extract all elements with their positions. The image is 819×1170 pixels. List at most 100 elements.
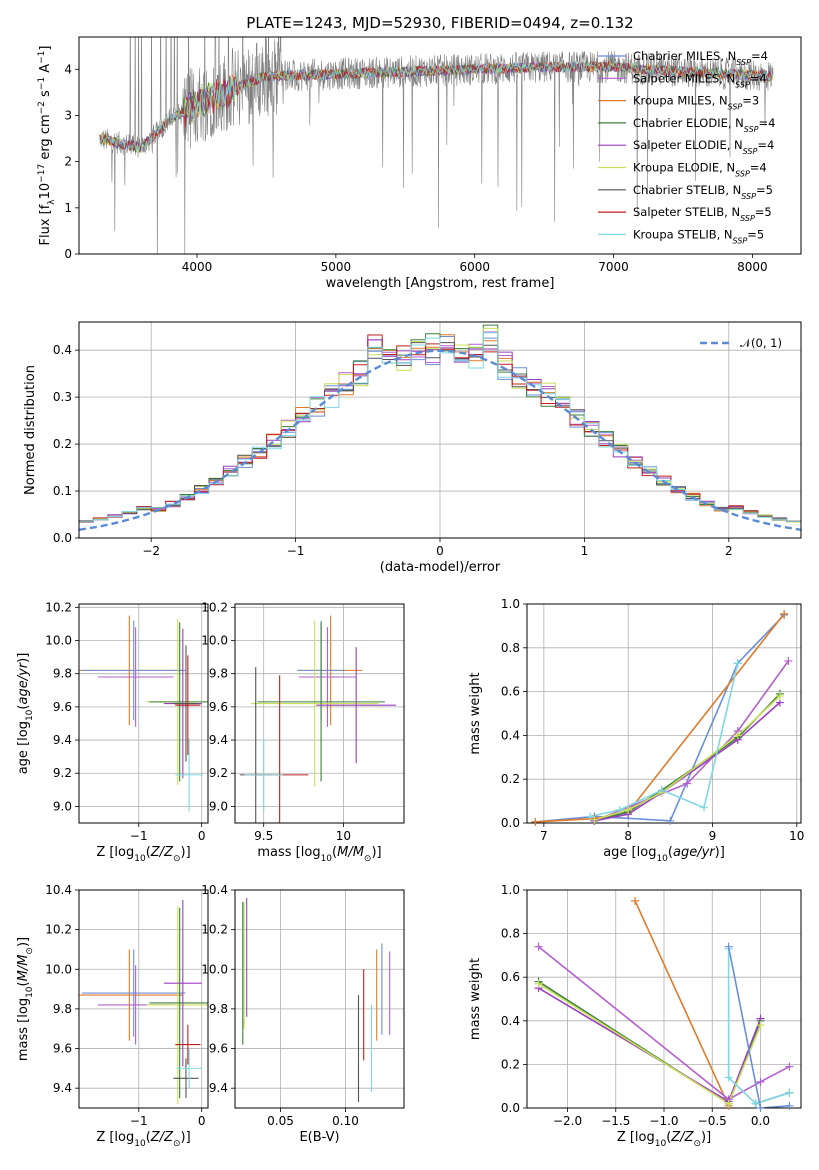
y-tick-label: 0.2: [53, 437, 72, 451]
weight-marker: [751, 1099, 760, 1108]
x-axis-label: wavelength [Angstrom, rest frame]: [326, 276, 555, 291]
x-tick-label: 9.5: [254, 829, 273, 843]
gridlines: [235, 604, 404, 823]
x-axis-label: (data-model)/error: [380, 560, 501, 575]
legend-entry: Salpeter ELODIE, NSSP=4: [633, 138, 774, 156]
y-tick-label: 10.2: [45, 923, 72, 937]
x-tick-label: 0.05: [267, 1114, 294, 1128]
x-axis-label: Z [log10(Z/Z⊙)]: [617, 1130, 711, 1149]
x-tick-label: 5000: [321, 260, 352, 274]
model-line-8: [99, 61, 774, 153]
axes-frame: [526, 603, 802, 824]
y-tick-label: 0.0: [53, 531, 72, 545]
plot-area: [99, 37, 774, 254]
x-tick-label: 10: [336, 829, 351, 843]
gridlines: [235, 889, 404, 1108]
y-tick-label: 3: [64, 108, 72, 122]
axes-frame: [78, 321, 802, 539]
panel-weight-vs-age: 7 8 9 10 0.0 0.2 0.4 0.6 0.8 1.0 age [log10(age/yr…: [468, 597, 804, 864]
weight-marker: [590, 815, 599, 824]
y-tick-label: 0.3: [53, 390, 72, 404]
figure-title: PLATE=1243, MJD=52930, FIBERID=0494, z=0…: [246, 14, 633, 32]
x-tick-label: 0.10: [332, 1114, 359, 1128]
y-tick-label: 2: [64, 155, 72, 169]
weight-marker: [700, 803, 709, 812]
panel-spectrum: 4000 5000 6000 7000 8000 0 1 2 3 4 wavelength [Ang…: [37, 36, 802, 291]
x-tick-label: 6000: [459, 260, 490, 274]
weight-marker: [624, 805, 633, 814]
legend-entry: 𝒩(0, 1): [740, 336, 782, 350]
legend-entry: Chabrier STELIB, NSSP=5: [633, 183, 773, 201]
legend-entry: Kroupa MILES, NSSP=3: [633, 94, 759, 112]
x-tick-label: 4000: [182, 260, 213, 274]
y-tick-label: 10.4: [201, 883, 228, 897]
y-tick-label: 9.4: [209, 733, 228, 747]
y-tick-label: 0.8: [501, 927, 520, 941]
gridlines: [79, 322, 801, 539]
y-tick-label: 1: [64, 201, 72, 215]
weight-marker: [784, 656, 793, 665]
axes-frame: [78, 889, 209, 1109]
gridlines: [527, 889, 801, 1109]
legend-entry: Kroupa ELODIE, NSSP=4: [633, 161, 767, 179]
y-tick-label: 10.2: [201, 923, 228, 937]
plot-area: [79, 324, 801, 531]
x-tick-label: 9: [709, 829, 717, 843]
weight-line-3: [594, 693, 781, 822]
axes-frame: [526, 889, 802, 1109]
y-tick-label: 9.6: [209, 1042, 228, 1056]
x-tick-label: −0.5: [698, 1114, 727, 1128]
y-tick-label: 0.2: [501, 772, 520, 786]
weight-marker: [756, 1104, 765, 1112]
y-tick-label: 0.4: [53, 343, 72, 357]
x-axis-label: Z [log10(Z/Z⊙)]: [96, 1130, 190, 1149]
legend-entry: Kroupa STELIB, NSSP=5: [633, 227, 764, 245]
y-tick-label: 10.0: [201, 634, 228, 648]
weight-marker: [756, 1077, 765, 1086]
legend-entry: Chabrier MILES, NSSP=4: [633, 49, 768, 67]
weight-marker: [631, 896, 640, 905]
axes-frame: [78, 36, 802, 255]
axes-frame: [234, 603, 405, 824]
x-tick-label: 0: [436, 544, 444, 558]
y-tick-label: 0: [64, 247, 72, 261]
weight-marker: [785, 1088, 794, 1097]
y-tick-label: 9.6: [53, 700, 72, 714]
y-tick-label: 9.2: [53, 766, 72, 780]
y-tick-label: 0.4: [501, 728, 520, 742]
x-axis-label: age [log10(age/yr)]: [603, 845, 725, 864]
y-tick-label: 10.2: [201, 600, 228, 614]
panel-residuals: −2 −1 0 1 2 0.0 0.1 0.2 0.3 0.4 𝒩(0, 1) (data-model…: [23, 321, 802, 575]
y-tick-label: 9.6: [53, 1042, 72, 1056]
x-tick-label: 0: [198, 829, 206, 843]
weight-marker: [531, 817, 540, 826]
y-tick-label: 9.8: [209, 1002, 228, 1016]
y-tick-label: 10.0: [45, 634, 72, 648]
y-axis-label: Normed distribution: [23, 365, 38, 495]
y-tick-label: 9.6: [209, 700, 228, 714]
axes-frame: [234, 889, 405, 1109]
normal-curve: [79, 349, 801, 531]
weight-marker: [657, 786, 666, 795]
y-tick-label: 9.8: [53, 667, 72, 681]
panel-mass-vs-Z: −1 0 9.4 9.6 9.8 10.0 10.2 10.4 Z [log10(Z/Z⊙)] m…: [16, 883, 209, 1149]
weight-line-2: [538, 980, 762, 1105]
y-tick-label: 0.1: [53, 484, 72, 498]
y-tick-label: 9.4: [53, 1081, 72, 1095]
y-tick-label: 10.0: [201, 962, 228, 976]
x-tick-label: −2.0: [553, 1114, 582, 1128]
x-tick-label: −1.0: [649, 1114, 678, 1128]
y-tick-label: 10.2: [45, 600, 72, 614]
x-tick-label: 2: [725, 544, 733, 558]
legend-entry: Salpeter MILES, NSSP=4: [633, 71, 767, 89]
weight-marker: [586, 812, 595, 821]
y-axis-label: age [log10(age/yr)]: [16, 653, 35, 775]
y-tick-label: 4: [64, 62, 72, 76]
weight-line-7: [727, 946, 790, 1108]
weight-marker: [756, 1021, 765, 1030]
y-tick-label: 0.6: [501, 685, 520, 699]
plot-area: [242, 897, 391, 1103]
x-tick-label: −1: [130, 1114, 148, 1128]
histogram-8: [79, 332, 801, 523]
weight-line-4: [538, 983, 762, 1105]
